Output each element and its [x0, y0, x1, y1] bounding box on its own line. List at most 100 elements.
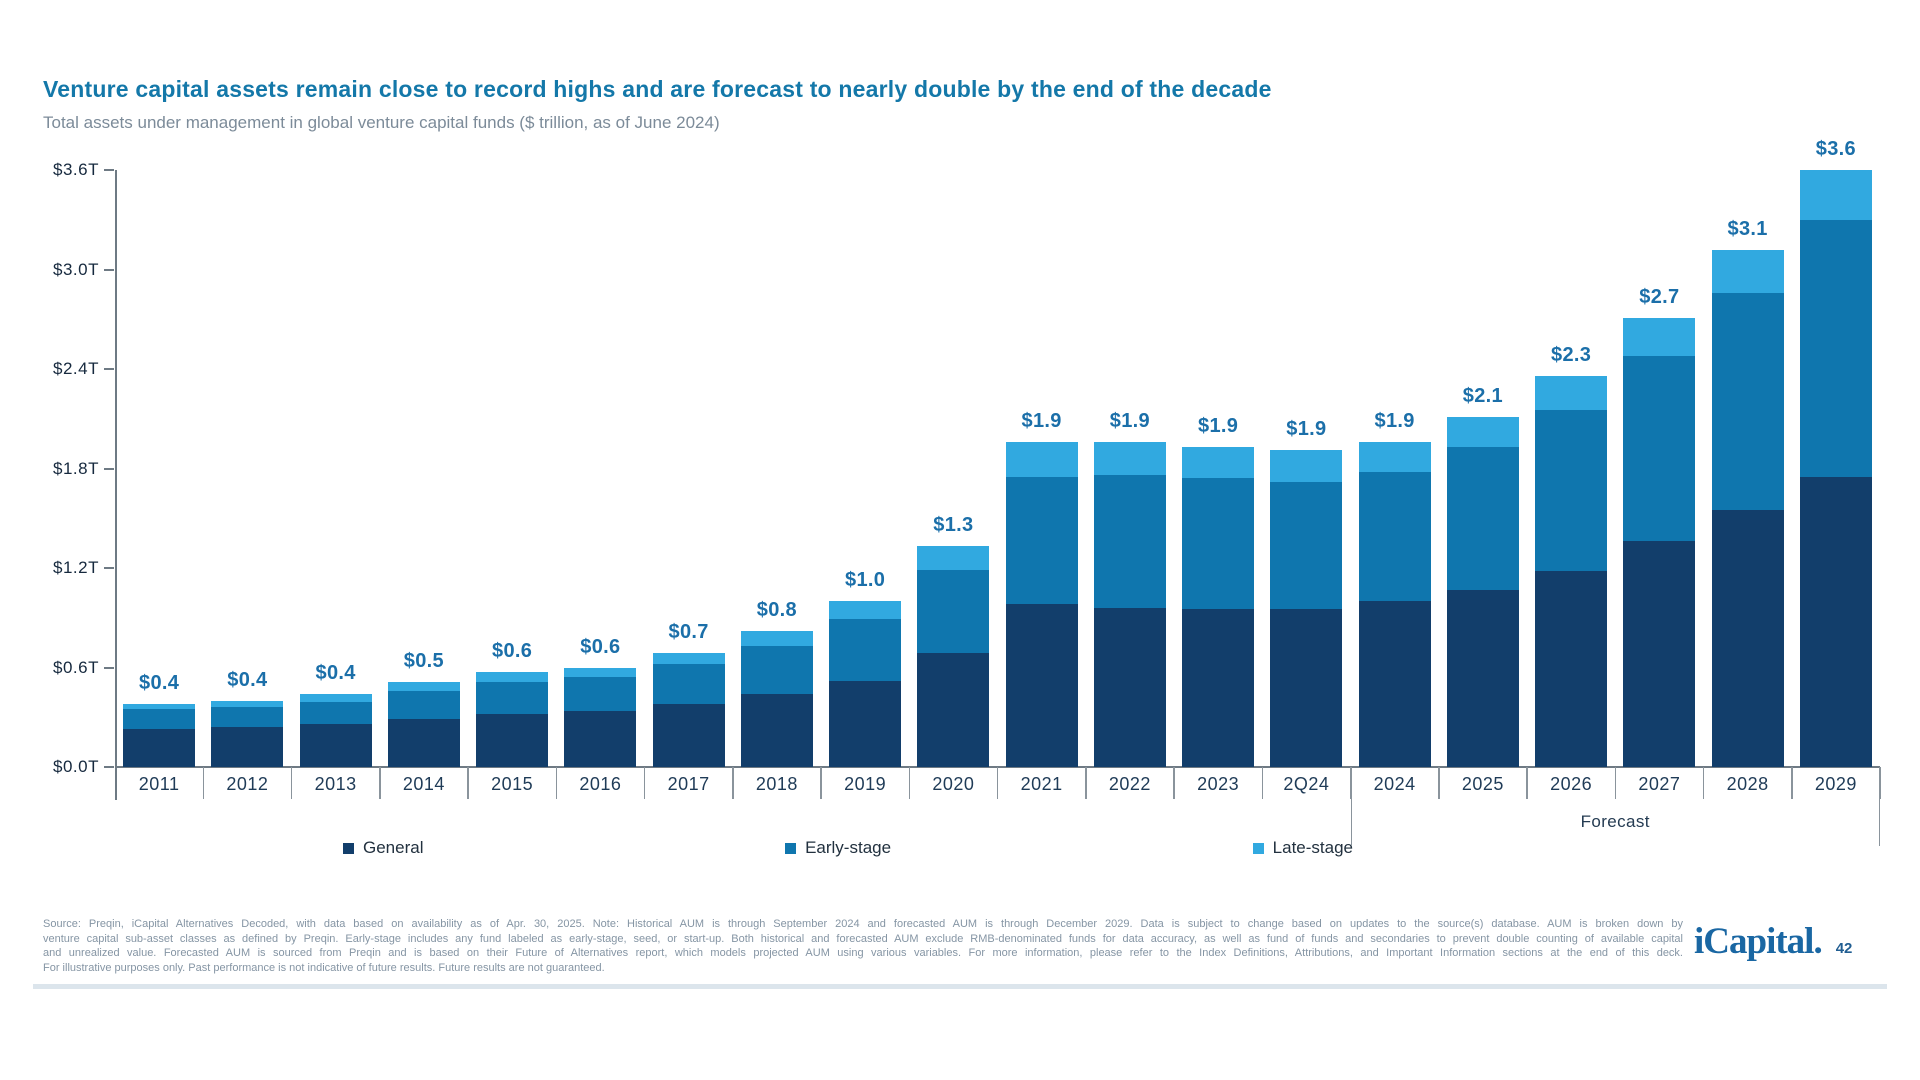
- footer-disclaimer: Source: Preqin, iCapital Alternatives De…: [43, 917, 1683, 975]
- x-axis-label-2015: 2015: [491, 774, 534, 794]
- x-axis-label-2017: 2017: [667, 774, 710, 794]
- bar-total-label-2019: $1.0: [845, 569, 886, 592]
- bar-total-label-2029: $3.6: [1815, 138, 1856, 160]
- x-axis-separator: [202, 767, 204, 799]
- bar-total-label-2014: $0.5: [403, 650, 444, 673]
- bottom-divider: [33, 984, 1887, 989]
- y-axis-tick-mark: [104, 567, 114, 569]
- chart-subtitle: Total assets under management in global …: [43, 113, 720, 132]
- bar-segment-general-2028: [1711, 509, 1784, 767]
- x-axis-label-2027: 2027: [1638, 774, 1681, 794]
- y-axis-tick-mark: [104, 666, 114, 669]
- x-axis-separator: [379, 767, 381, 799]
- bar-total-label-2028: $3.1: [1727, 217, 1768, 240]
- bar-total-label-2026: $2.3: [1551, 343, 1592, 366]
- y-axis-tick-label: $1.8T: [53, 458, 99, 478]
- legend-item-early-stage: Early-stage: [785, 838, 891, 858]
- bar-segment-early-stage-2015: [476, 682, 549, 714]
- footer-line-3: and unrealized value. Forecasted AUM is …: [43, 947, 1683, 960]
- bar-total-label-2020: $1.3: [933, 514, 974, 537]
- forecast-label: Forecast: [1580, 812, 1650, 831]
- x-axis-separator: [290, 767, 293, 799]
- bar-total-label-2023: $1.9: [1198, 414, 1239, 437]
- x-axis-label-2014: 2014: [402, 774, 445, 794]
- y-axis-tick-mark: [104, 467, 114, 470]
- bar-segment-early-stage-2018: [740, 645, 813, 695]
- x-axis-separator: [1791, 767, 1793, 799]
- x-axis-label-2022: 2022: [1108, 774, 1151, 794]
- x-axis-separator: [732, 767, 734, 799]
- legend-item-late-stage: Late-stage: [1252, 838, 1353, 858]
- bar-total-label-2027: $2.7: [1639, 285, 1680, 308]
- x-axis-label-2029: 2029: [1814, 774, 1857, 794]
- y-axis-tick-label: $0.0T: [53, 757, 99, 776]
- brand-block: iCapital. 42: [1694, 920, 1852, 963]
- x-axis-label-2020: 2020: [932, 774, 975, 794]
- legend-label: General: [363, 838, 424, 857]
- x-axis-label-2019: 2019: [844, 774, 887, 794]
- footer-line-2: venture capital sub-asset classes as def…: [43, 932, 1683, 945]
- x-axis-separator: [1614, 767, 1616, 799]
- x-axis-separator: [1173, 767, 1175, 799]
- bar-segment-late-stage-2014: [387, 682, 460, 691]
- bar-segment-general-2019: [829, 680, 902, 767]
- bar-segment-general-2024: [1358, 601, 1431, 767]
- x-axis-separator: [1261, 767, 1263, 799]
- legend-swatch-icon: [1252, 842, 1264, 854]
- bar-segment-early-stage-2027: [1623, 355, 1696, 542]
- bar-segment-early-stage-2029: [1799, 219, 1872, 477]
- legend-label: Late-stage: [1272, 838, 1353, 857]
- bar-segment-general-2020: [917, 652, 990, 767]
- bar-segment-early-stage-2020: [917, 569, 990, 653]
- bar-segment-early-stage-2012: [211, 707, 284, 728]
- footer-line-1: Source: Preqin, iCapital Alternatives De…: [43, 918, 1683, 930]
- bar-segment-early-stage-2022: [1093, 475, 1166, 608]
- bar-segment-early-stage-2013: [299, 702, 372, 724]
- y-axis-line: [115, 170, 117, 800]
- legend-item-general: General: [343, 838, 423, 858]
- y-axis-tick-label: $1.2T: [53, 558, 99, 577]
- bar-segment-early-stage-2014: [387, 690, 460, 719]
- icapital-logo: iCapital.: [1694, 921, 1823, 962]
- bar-segment-early-stage-2017: [652, 664, 725, 704]
- x-axis-label-2Q24: 2Q24: [1283, 774, 1330, 794]
- x-axis-label-2011: 2011: [138, 774, 180, 794]
- y-axis-tick-mark: [104, 169, 114, 171]
- bar-segment-early-stage-2026: [1535, 410, 1608, 572]
- bar-segment-general-2Q24: [1270, 609, 1343, 767]
- bar-segment-general-2022: [1093, 607, 1166, 767]
- bar-total-label-2012: $0.4: [227, 668, 268, 691]
- bar-total-label-2013: $0.4: [315, 662, 356, 685]
- bar-segment-late-stage-2027: [1623, 317, 1696, 356]
- x-axis-label-2028: 2028: [1726, 774, 1769, 794]
- chart-title: Venture capital assets remain close to r…: [43, 76, 1272, 102]
- bar-segment-late-stage-2013: [299, 694, 372, 703]
- bar-segment-early-stage-2011: [123, 708, 196, 729]
- bar-segment-early-stage-2023: [1182, 478, 1255, 610]
- y-axis-tick-label: $0.6T: [53, 657, 99, 677]
- bar-segment-late-stage-2020: [917, 546, 990, 570]
- x-axis-label-2018: 2018: [755, 774, 798, 794]
- bar-segment-early-stage-2024: [1358, 471, 1431, 602]
- y-axis-tick-label: $3.0T: [53, 259, 99, 279]
- x-axis-separator: [996, 767, 999, 799]
- bar-segment-early-stage-2019: [829, 619, 902, 681]
- bar-segment-late-stage-2021: [1005, 441, 1078, 477]
- bar-segment-late-stage-2023: [1182, 446, 1255, 479]
- bar-segment-late-stage-2025: [1446, 417, 1519, 447]
- forecast-bracket-left: [1350, 767, 1352, 846]
- bar-segment-late-stage-2011: [123, 703, 196, 709]
- bar-segment-general-2017: [652, 703, 725, 767]
- x-axis-label-2021: 2021: [1020, 774, 1063, 794]
- bar-segment-late-stage-2029: [1799, 170, 1872, 220]
- bar-segment-general-2026: [1535, 571, 1608, 767]
- x-axis-separator: [467, 767, 469, 799]
- y-axis-tick-mark: [104, 268, 114, 271]
- bar-total-label-2022: $1.9: [1109, 409, 1150, 432]
- legend-label: Early-stage: [805, 838, 892, 857]
- legend-swatch-icon: [343, 842, 354, 854]
- bar-segment-early-stage-2021: [1005, 476, 1078, 605]
- bar-total-label-2016: $0.6: [580, 635, 621, 658]
- bar-segment-general-2012: [211, 727, 284, 767]
